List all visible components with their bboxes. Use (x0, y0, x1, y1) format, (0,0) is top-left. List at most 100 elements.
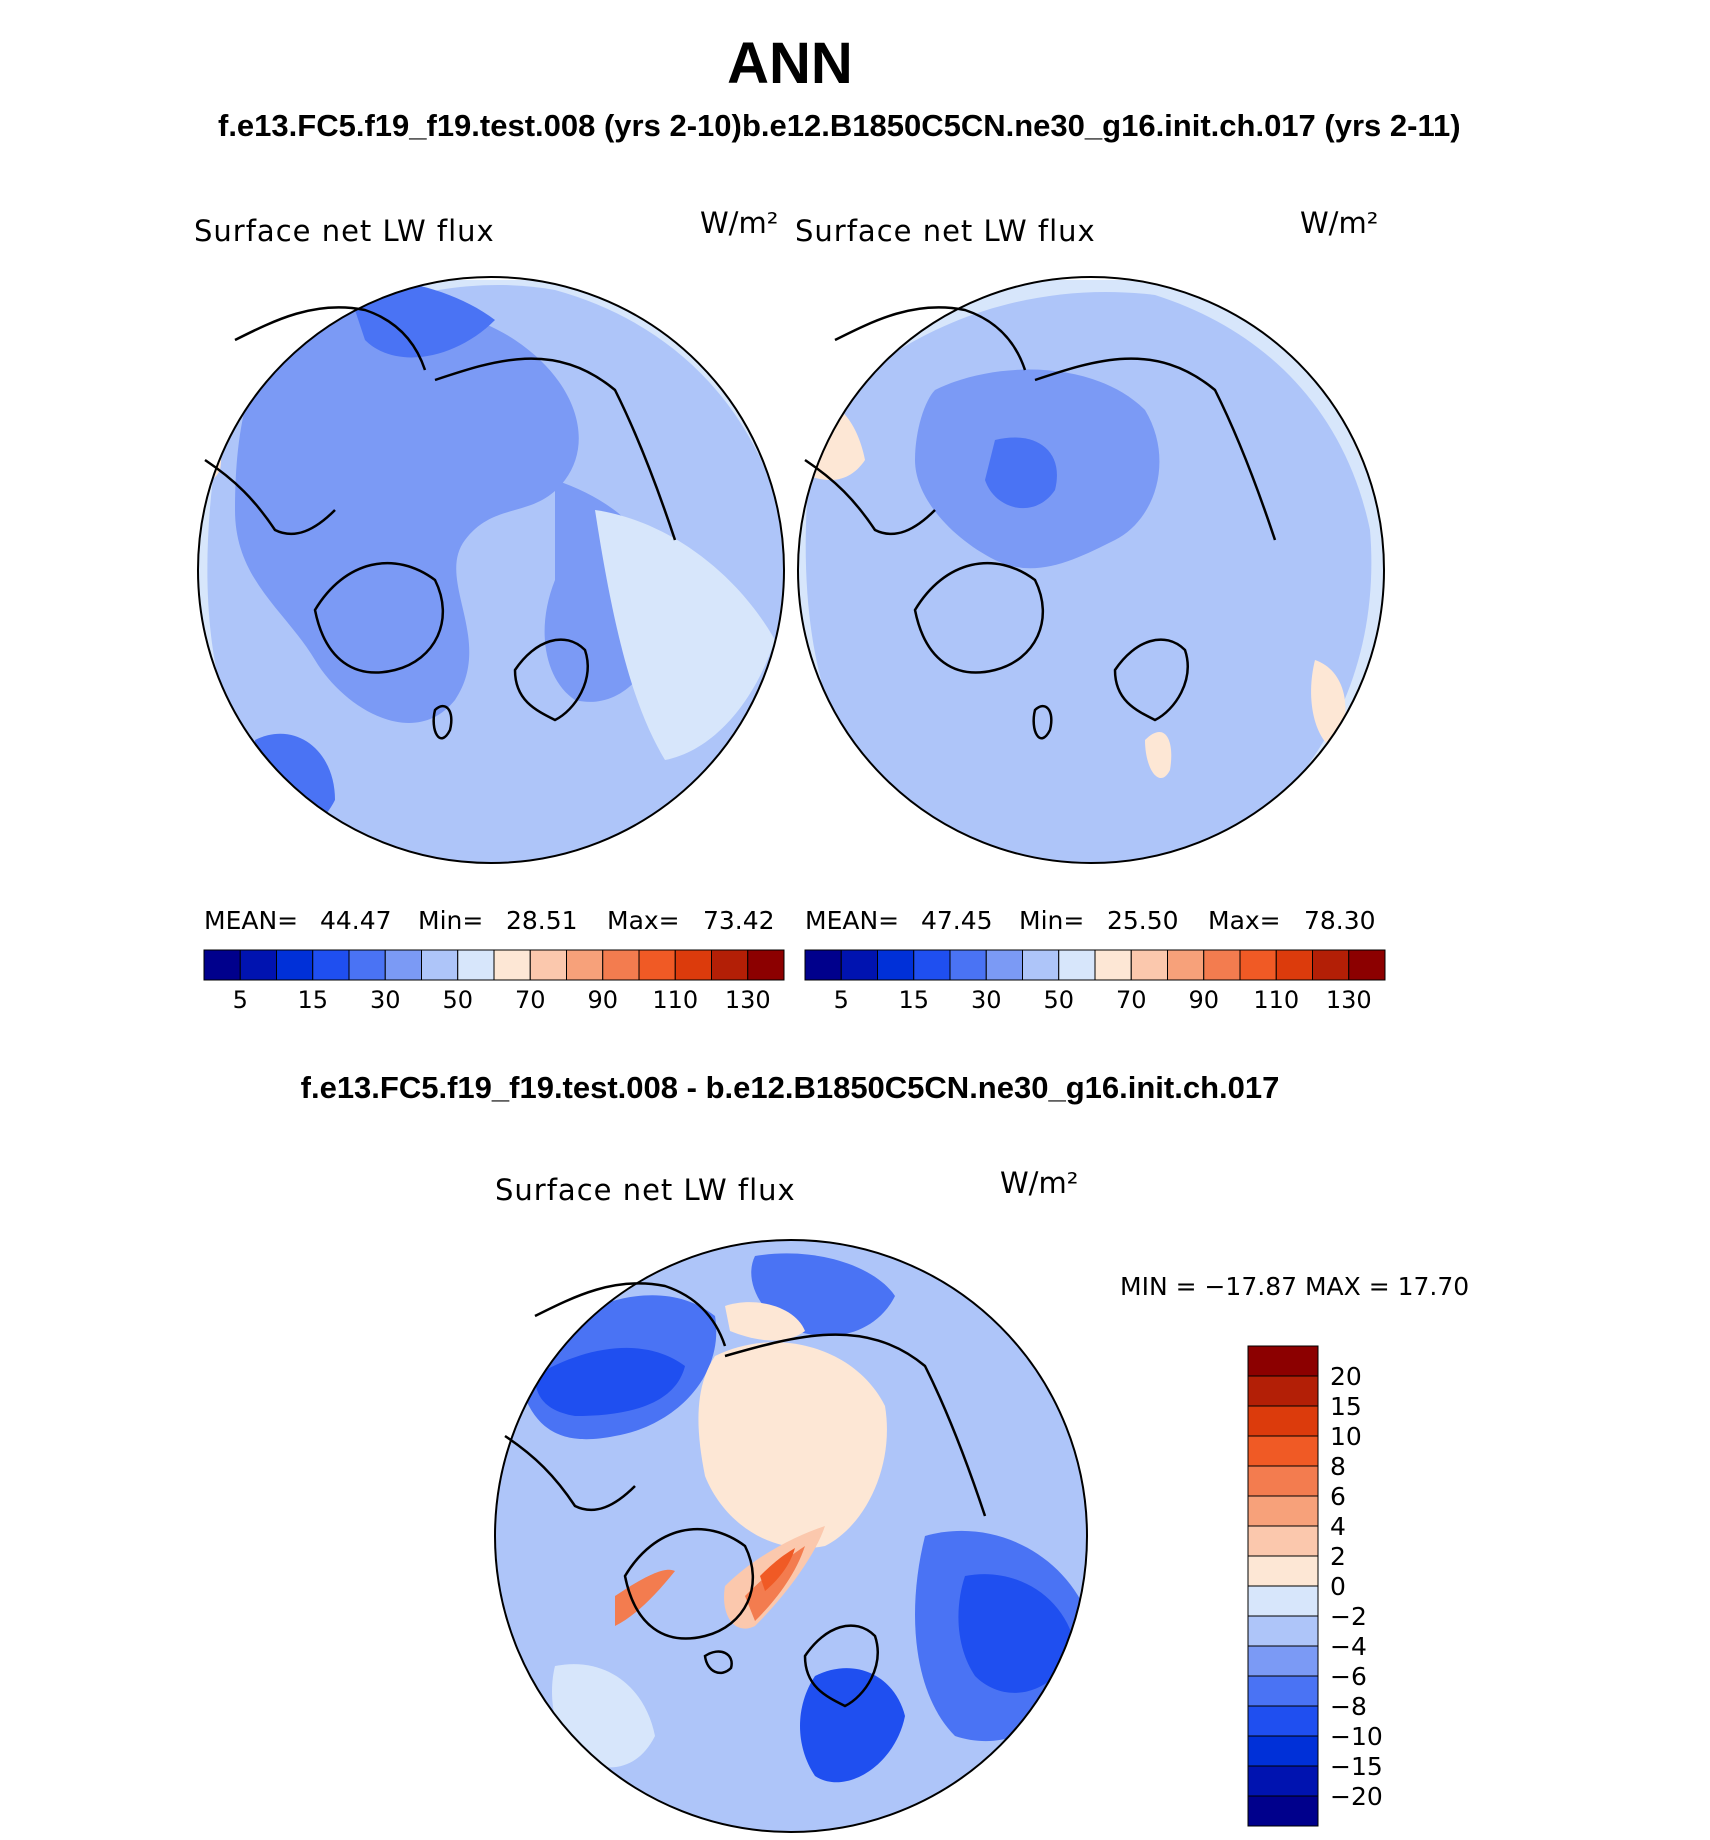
right-max-value: 78.30 (1304, 906, 1376, 935)
colorbar-tick-label: 90 (587, 986, 619, 1014)
colorbar-swatch (529, 949, 567, 981)
colorbar-swatch (203, 949, 241, 981)
colorbar-swatch (312, 949, 350, 981)
colorbar-swatch (1247, 1495, 1319, 1527)
coastline-scandinavia (803, 1624, 879, 1708)
coastline-siberia (724, 1333, 987, 1517)
right-case-title: b.e12.B1850C5CN.ne30_g16.init.ch.017 (yr… (742, 108, 1461, 143)
left-mean-label: MEAN= (204, 906, 299, 935)
colorbar-tick-label: 50 (442, 986, 474, 1014)
colorbar-swatch (421, 949, 459, 981)
left-colorbar (203, 949, 785, 981)
colorbar-swatch (747, 949, 785, 981)
colorbar-swatch (1167, 949, 1205, 981)
colorbar-tick-label: 110 (652, 986, 699, 1014)
colorbar-swatch (1247, 1705, 1319, 1737)
diff-panel-units: W/m² (1000, 1166, 1079, 1200)
diff-panel-variable: Surface net LW flux (495, 1173, 796, 1207)
colorbar-swatch (1058, 949, 1096, 981)
right-colorbar (804, 949, 1386, 981)
colorbar-tick-label: 90 (1188, 986, 1220, 1014)
colorbar-swatch (493, 949, 531, 981)
colorbar-tick-label: 130 (724, 986, 771, 1014)
coastline-greenland (913, 561, 1045, 674)
right-polar-map (797, 276, 1385, 864)
colorbar-tick-label: 15 (297, 986, 329, 1014)
coastline-canada (204, 458, 336, 536)
map-boundary (197, 276, 785, 864)
colorbar-swatch (985, 949, 1023, 981)
colorbar-swatch (1247, 1525, 1319, 1557)
left-max-value: 73.42 (703, 906, 775, 935)
map-boundary (494, 1239, 1088, 1833)
colorbar-swatch (1247, 1435, 1319, 1467)
colorbar-tick-label: 20 (1330, 1362, 1362, 1391)
colorbar-swatch (1348, 949, 1386, 981)
left-mean-value: 44.47 (320, 906, 392, 935)
coastline-canada (804, 458, 936, 536)
colorbar-swatch (711, 949, 749, 981)
coastline-scandinavia (1113, 638, 1189, 722)
left-case-title: f.e13.FC5.f19_f19.test.008 (yrs 2-10) (218, 108, 742, 143)
colorbar-tick-label: 30 (970, 986, 1002, 1014)
colorbar-swatch (1130, 949, 1168, 981)
right-mean-value: 47.45 (921, 906, 993, 935)
colorbar-swatch (1247, 1555, 1319, 1587)
colorbar-swatch (1247, 1345, 1319, 1377)
colorbar-tick-label: 70 (514, 986, 546, 1014)
colorbar-swatch (1247, 1765, 1319, 1797)
map-region-peach-4 (1311, 660, 1346, 750)
diff-region-red-ridge (760, 1548, 795, 1591)
colorbar-tick-label: −4 (1330, 1632, 1367, 1661)
colorbar-tick-label: 0 (1330, 1572, 1346, 1601)
right-min-value: 25.50 (1107, 906, 1179, 935)
left-max-label: Max= (607, 906, 680, 935)
colorbar-swatch (638, 949, 676, 981)
colorbar-swatch (804, 949, 842, 981)
colorbar-tick-label: 6 (1330, 1482, 1346, 1511)
colorbar-tick-label: 5 (232, 986, 248, 1014)
colorbar-tick-label: 30 (369, 986, 401, 1014)
colorbar-tick-label: 15 (898, 986, 930, 1014)
figure-title: ANN (727, 31, 853, 96)
coastline-alaska (234, 306, 427, 371)
colorbar-tick-label: 4 (1330, 1512, 1346, 1541)
colorbar-tick-label: −8 (1330, 1692, 1367, 1721)
colorbar-swatch (1247, 1615, 1319, 1647)
colorbar-tick-label: 70 (1115, 986, 1147, 1014)
colorbar-swatch (1247, 1675, 1319, 1707)
colorbar-swatch (602, 949, 640, 981)
diff-region-orange-ridge (745, 1546, 805, 1621)
coastline-alaska (834, 306, 1027, 371)
map-region-peach-2 (765, 400, 784, 480)
coastline-alaska (534, 1282, 727, 1347)
right-panel-units: W/m² (1300, 206, 1379, 240)
colorbar-swatch (1247, 1375, 1319, 1407)
diff-region-peach-north (725, 1302, 805, 1341)
colorbar-tick-label: 5 (833, 986, 849, 1014)
colorbar-tick-label: 8 (1330, 1452, 1346, 1481)
colorbar-swatch (1203, 949, 1241, 981)
coastline-iceland (703, 1650, 733, 1675)
diff-region-peach-center (698, 1342, 887, 1548)
map-boundary (797, 276, 1385, 864)
diff-polar-map (494, 1239, 1088, 1833)
colorbar-swatch (239, 949, 277, 981)
colorbar-swatch (384, 949, 422, 981)
map-region-blue (985, 437, 1057, 509)
coastline-canada (504, 1434, 636, 1512)
colorbar-swatch (566, 949, 604, 981)
right-panel-variable: Surface net LW flux (795, 214, 1096, 248)
coastline-siberia (1034, 357, 1277, 541)
left-panel-variable: Surface net LW flux (194, 214, 495, 248)
map-region-mid (235, 306, 579, 723)
colorbar-tick-label: 130 (1325, 986, 1372, 1014)
left-min-label: Min= (418, 906, 484, 935)
colorbar-swatch (674, 949, 712, 981)
colorbar-swatch (913, 949, 951, 981)
diff-region-deep-blue-east (958, 1574, 1075, 1693)
colorbar-swatch (1247, 1405, 1319, 1437)
difference-title: f.e13.FC5.f19_f19.test.008 - b.e12.B1850… (300, 1070, 1280, 1105)
map-region-pale (595, 510, 775, 760)
left-panel-units: W/m² (700, 206, 779, 240)
